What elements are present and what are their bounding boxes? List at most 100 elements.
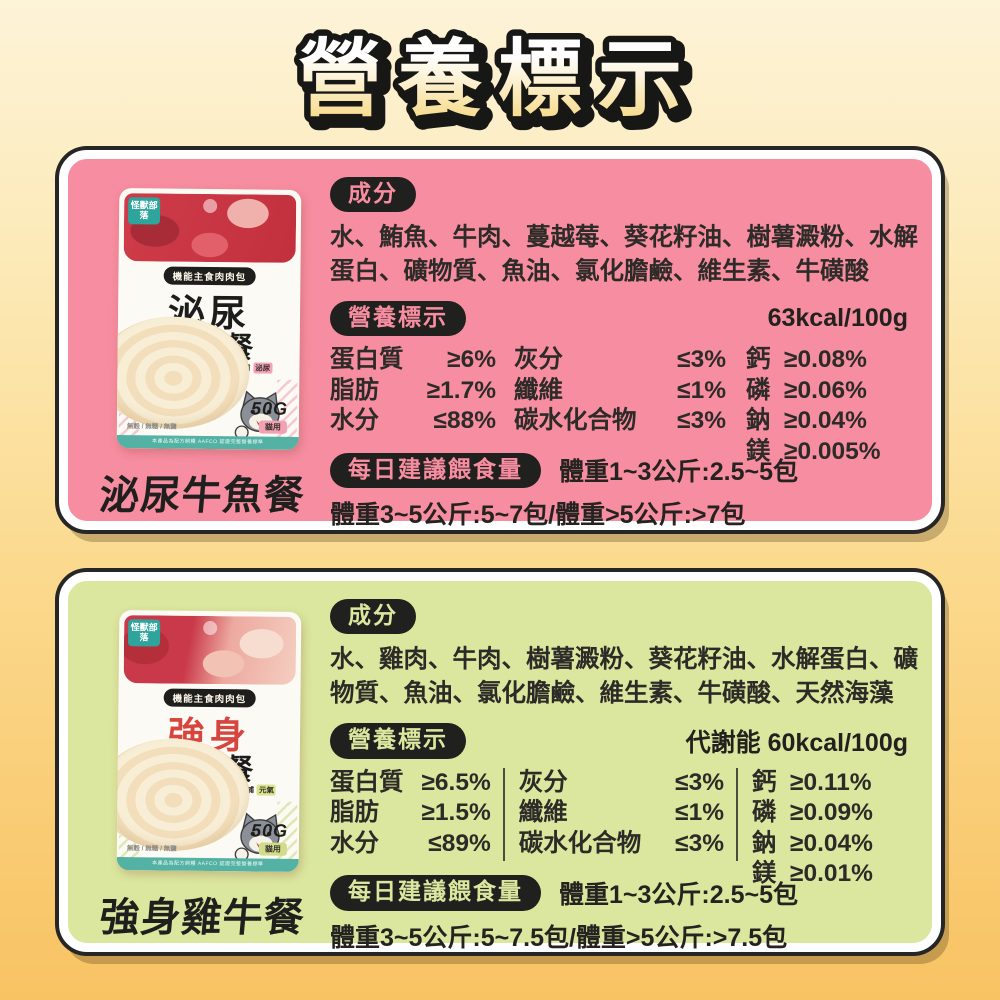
nutrient-label: 水分 (330, 407, 379, 435)
nutrient-value: ≤1% (675, 799, 725, 827)
nutrient-label: 磷 (746, 376, 771, 404)
feeding-line2: 體重3~5公斤:5~7包/體重>5公斤:>7包 (330, 501, 746, 530)
claim-highlight: 元氣 (256, 784, 277, 796)
nutrition-row: 鎂 ≥0.005% (746, 437, 936, 468)
nutrient-value: ≥0.005% (784, 437, 881, 465)
feeding-line1: 體重1~3公斤:2.5~5包 (559, 880, 798, 909)
nutrient-value: ≤1% (677, 376, 726, 404)
pouch: 怪獸部落 機能主食肉肉包 泌尿 牛魚餐 蔓越莓⁺ 一口吃 鮮肉 一口補 泌尿 綿… (116, 188, 302, 450)
nutrition-row: 纖維 ≤1% (519, 798, 724, 829)
nutrition-table: 蛋白質 ≥6.5% 脂肪 ≥1.5% 水分 ≤89% 灰分 ≤3% (330, 767, 936, 887)
nutrition-row: 鈉 ≥0.04% (746, 406, 936, 437)
nutrition-col-2: 灰分 ≤3% 纖維 ≤1% 碳水化合物 ≤3% (502, 767, 725, 861)
pouch-footnote: 本產品為配方飼糧 AAFCO 認證完整營養標準 (116, 857, 299, 872)
nutrient-value: ≤3% (675, 768, 725, 796)
nutrition-badge: 營養標示 (330, 723, 466, 759)
page-title-shadow: 營養標示 (304, 38, 704, 132)
nutrient-value: ≤88% (433, 407, 496, 435)
page-title-text: 營養標示 (298, 32, 698, 126)
pouch-footnote: 本產品為配方飼糧 AAFCO 認證完整營養標準 (116, 435, 299, 450)
species-badge: 貓用 (258, 842, 287, 856)
nutrient-value: ≥0.09% (790, 799, 873, 827)
nutrition-row: 蛋白質 ≥6% (330, 345, 496, 376)
nutrient-value: ≥1.7% (426, 376, 496, 404)
page-title-art: 營養標示 營養標示 (291, 26, 704, 141)
nutrient-label: 蛋白質 (330, 346, 404, 374)
hang-hole (203, 198, 218, 214)
nutrient-label: 碳水化合物 (518, 829, 642, 857)
ingredients-text: 水、雞肉、牛肉、樹薯澱粉、葵花籽油、水解蛋白、礦物質、魚油、氯化膽鹼、維生素、牛… (330, 646, 918, 707)
nutrient-value: ≥0.06% (784, 376, 867, 404)
product-pouch-urinary: 怪獸部落 機能主食肉肉包 泌尿 牛魚餐 蔓越莓⁺ 一口吃 鮮肉 一口補 泌尿 綿… (116, 188, 302, 450)
card-content: 成分 水、鮪魚、牛肉、蔓越莓、葵花籽油、樹薯澱粉、水解蛋白、礦物質、魚油、氯化膽… (330, 177, 936, 531)
nutrient-value: ≤3% (677, 407, 726, 435)
energy-value: 代謝能 60kcal/100g (685, 728, 908, 757)
nutrient-value: ≥6% (447, 346, 496, 374)
mini-claims: 無穀 / 無糖 / 無鹽 (126, 845, 177, 853)
nutrition-row: 鎂 ≥0.01% (752, 859, 936, 890)
nutrient-value: ≥6.5% (421, 768, 491, 796)
nutrient-label: 纖維 (514, 376, 563, 404)
nutrition-row: 鈣 ≥0.08% (746, 345, 936, 376)
nutrition-row: 纖維 ≤1% (514, 376, 726, 407)
nutrition-row: 鈣 ≥0.11% (752, 768, 936, 799)
nutrition-row: 蛋白質 ≥6.5% (330, 768, 491, 799)
product-name: 泌尿牛魚餐 (97, 474, 307, 518)
nutrient-value: ≥0.08% (784, 346, 867, 374)
energy-value: 63kcal/100g (767, 304, 908, 333)
nutrient-value: ≥0.04% (784, 407, 867, 435)
nutrient-label: 灰分 (514, 346, 563, 374)
feeding-line1: 體重1~3公斤:2.5~5包 (559, 458, 798, 487)
nutrition-row: 磷 ≥0.06% (746, 376, 936, 407)
mini-claims: 無穀 / 無糖 / 無鹽 (126, 423, 177, 431)
nutrient-label: 鈣 (746, 346, 771, 374)
nutrient-label: 碳水化合物 (514, 407, 637, 435)
pouch: 怪獸部落 機能主食肉肉包 強身 雞牛餐 天然海藻⁺ 一口吃 鮮肉 一口補 元氣 … (116, 610, 302, 872)
card-content: 成分 水、雞肉、牛肉、樹薯澱粉、葵花籽油、水解蛋白、礦物質、魚油、氯化膽鹼、維生… (330, 599, 936, 954)
species-badge: 貓用 (258, 420, 287, 434)
weight-label: 50G (250, 820, 289, 841)
product-name: 強身雞牛餐 (97, 896, 307, 940)
card-strength-chicken-beef: 怪獸部落 機能主食肉肉包 強身 雞牛餐 天然海藻⁺ 一口吃 鮮肉 一口補 元氣 … (59, 572, 941, 952)
card-urinary-beef-fish: 怪獸部落 機能主食肉肉包 泌尿 牛魚餐 蔓越莓⁺ 一口吃 鮮肉 一口補 泌尿 綿… (59, 150, 941, 530)
nutrient-value: ≥0.01% (790, 860, 873, 888)
brand-logo: 怪獸部落 (127, 197, 161, 225)
nutrient-label: 鎂 (746, 437, 771, 465)
brand-logo: 怪獸部落 (127, 619, 161, 647)
product-pouch-strength: 怪獸部落 機能主食肉肉包 強身 雞牛餐 天然海藻⁺ 一口吃 鮮肉 一口補 元氣 … (116, 610, 302, 872)
nutrition-col-2: 灰分 ≤3% 纖維 ≤1% 碳水化合物 ≤3% (514, 345, 726, 438)
ingredients-badge: 成分 (330, 177, 416, 213)
nutrient-label: 水分 (330, 829, 379, 857)
nutrition-col-3: 鈣 ≥0.08% 磷 ≥0.06% 鈉 ≥0.04% 鎂 ≥0.005% (746, 345, 936, 465)
nutrient-value: ≤3% (677, 346, 726, 374)
nutrient-label: 鈉 (746, 407, 771, 435)
nutrition-row: 水分 ≤88% (330, 406, 496, 437)
nutrient-value: ≥1.5% (421, 799, 491, 827)
nutrient-label: 鎂 (752, 860, 777, 888)
nutrient-label: 脂肪 (330, 799, 379, 827)
nutrient-label: 灰分 (518, 768, 568, 796)
nutrient-value: ≤89% (428, 829, 491, 857)
weight-label: 50G (250, 398, 289, 419)
claim-highlight: 泌尿 (253, 362, 273, 374)
nutrition-row: 碳水化合物 ≤3% (519, 829, 724, 860)
nutrient-value: ≤3% (675, 829, 725, 857)
nutrient-label: 鈉 (752, 829, 777, 857)
nutrient-label: 鈣 (752, 768, 777, 796)
ingredients-text: 水、鮪魚、牛肉、蔓越莓、葵花籽油、樹薯澱粉、水解蛋白、礦物質、魚油、氯化膽鹼、維… (330, 224, 918, 285)
nutrition-row: 水分 ≤89% (330, 829, 491, 860)
nutrition-table: 蛋白質 ≥6% 脂肪 ≥1.7% 水分 ≤88% 灰分 ≤3% 纖維 (330, 345, 936, 465)
ingredients-badge: 成分 (330, 599, 416, 635)
feeding-line2: 體重3~5公斤:5~7.5包/體重>5公斤:>7.5包 (330, 923, 788, 952)
nutrition-col-1: 蛋白質 ≥6% 脂肪 ≥1.7% 水分 ≤88% (330, 345, 496, 438)
nutrition-row: 碳水化合物 ≤3% (514, 406, 726, 437)
nutrient-label: 脂肪 (330, 376, 379, 404)
nutrient-value: ≥0.04% (790, 829, 873, 857)
nutrition-col-3: 鈣 ≥0.11% 磷 ≥0.09% 鈉 ≥0.04% 鎂 ≥0.01% (736, 767, 936, 887)
nutrition-row: 脂肪 ≥1.5% (330, 798, 491, 829)
nutrient-label: 磷 (752, 799, 777, 827)
nutrient-value: ≥0.11% (790, 768, 872, 796)
feeding-badge: 每日建議餵食量 (330, 875, 541, 911)
nutrition-badge: 營養標示 (330, 300, 466, 337)
nutrition-col-1: 蛋白質 ≥6.5% 脂肪 ≥1.5% 水分 ≤89% (330, 768, 491, 861)
